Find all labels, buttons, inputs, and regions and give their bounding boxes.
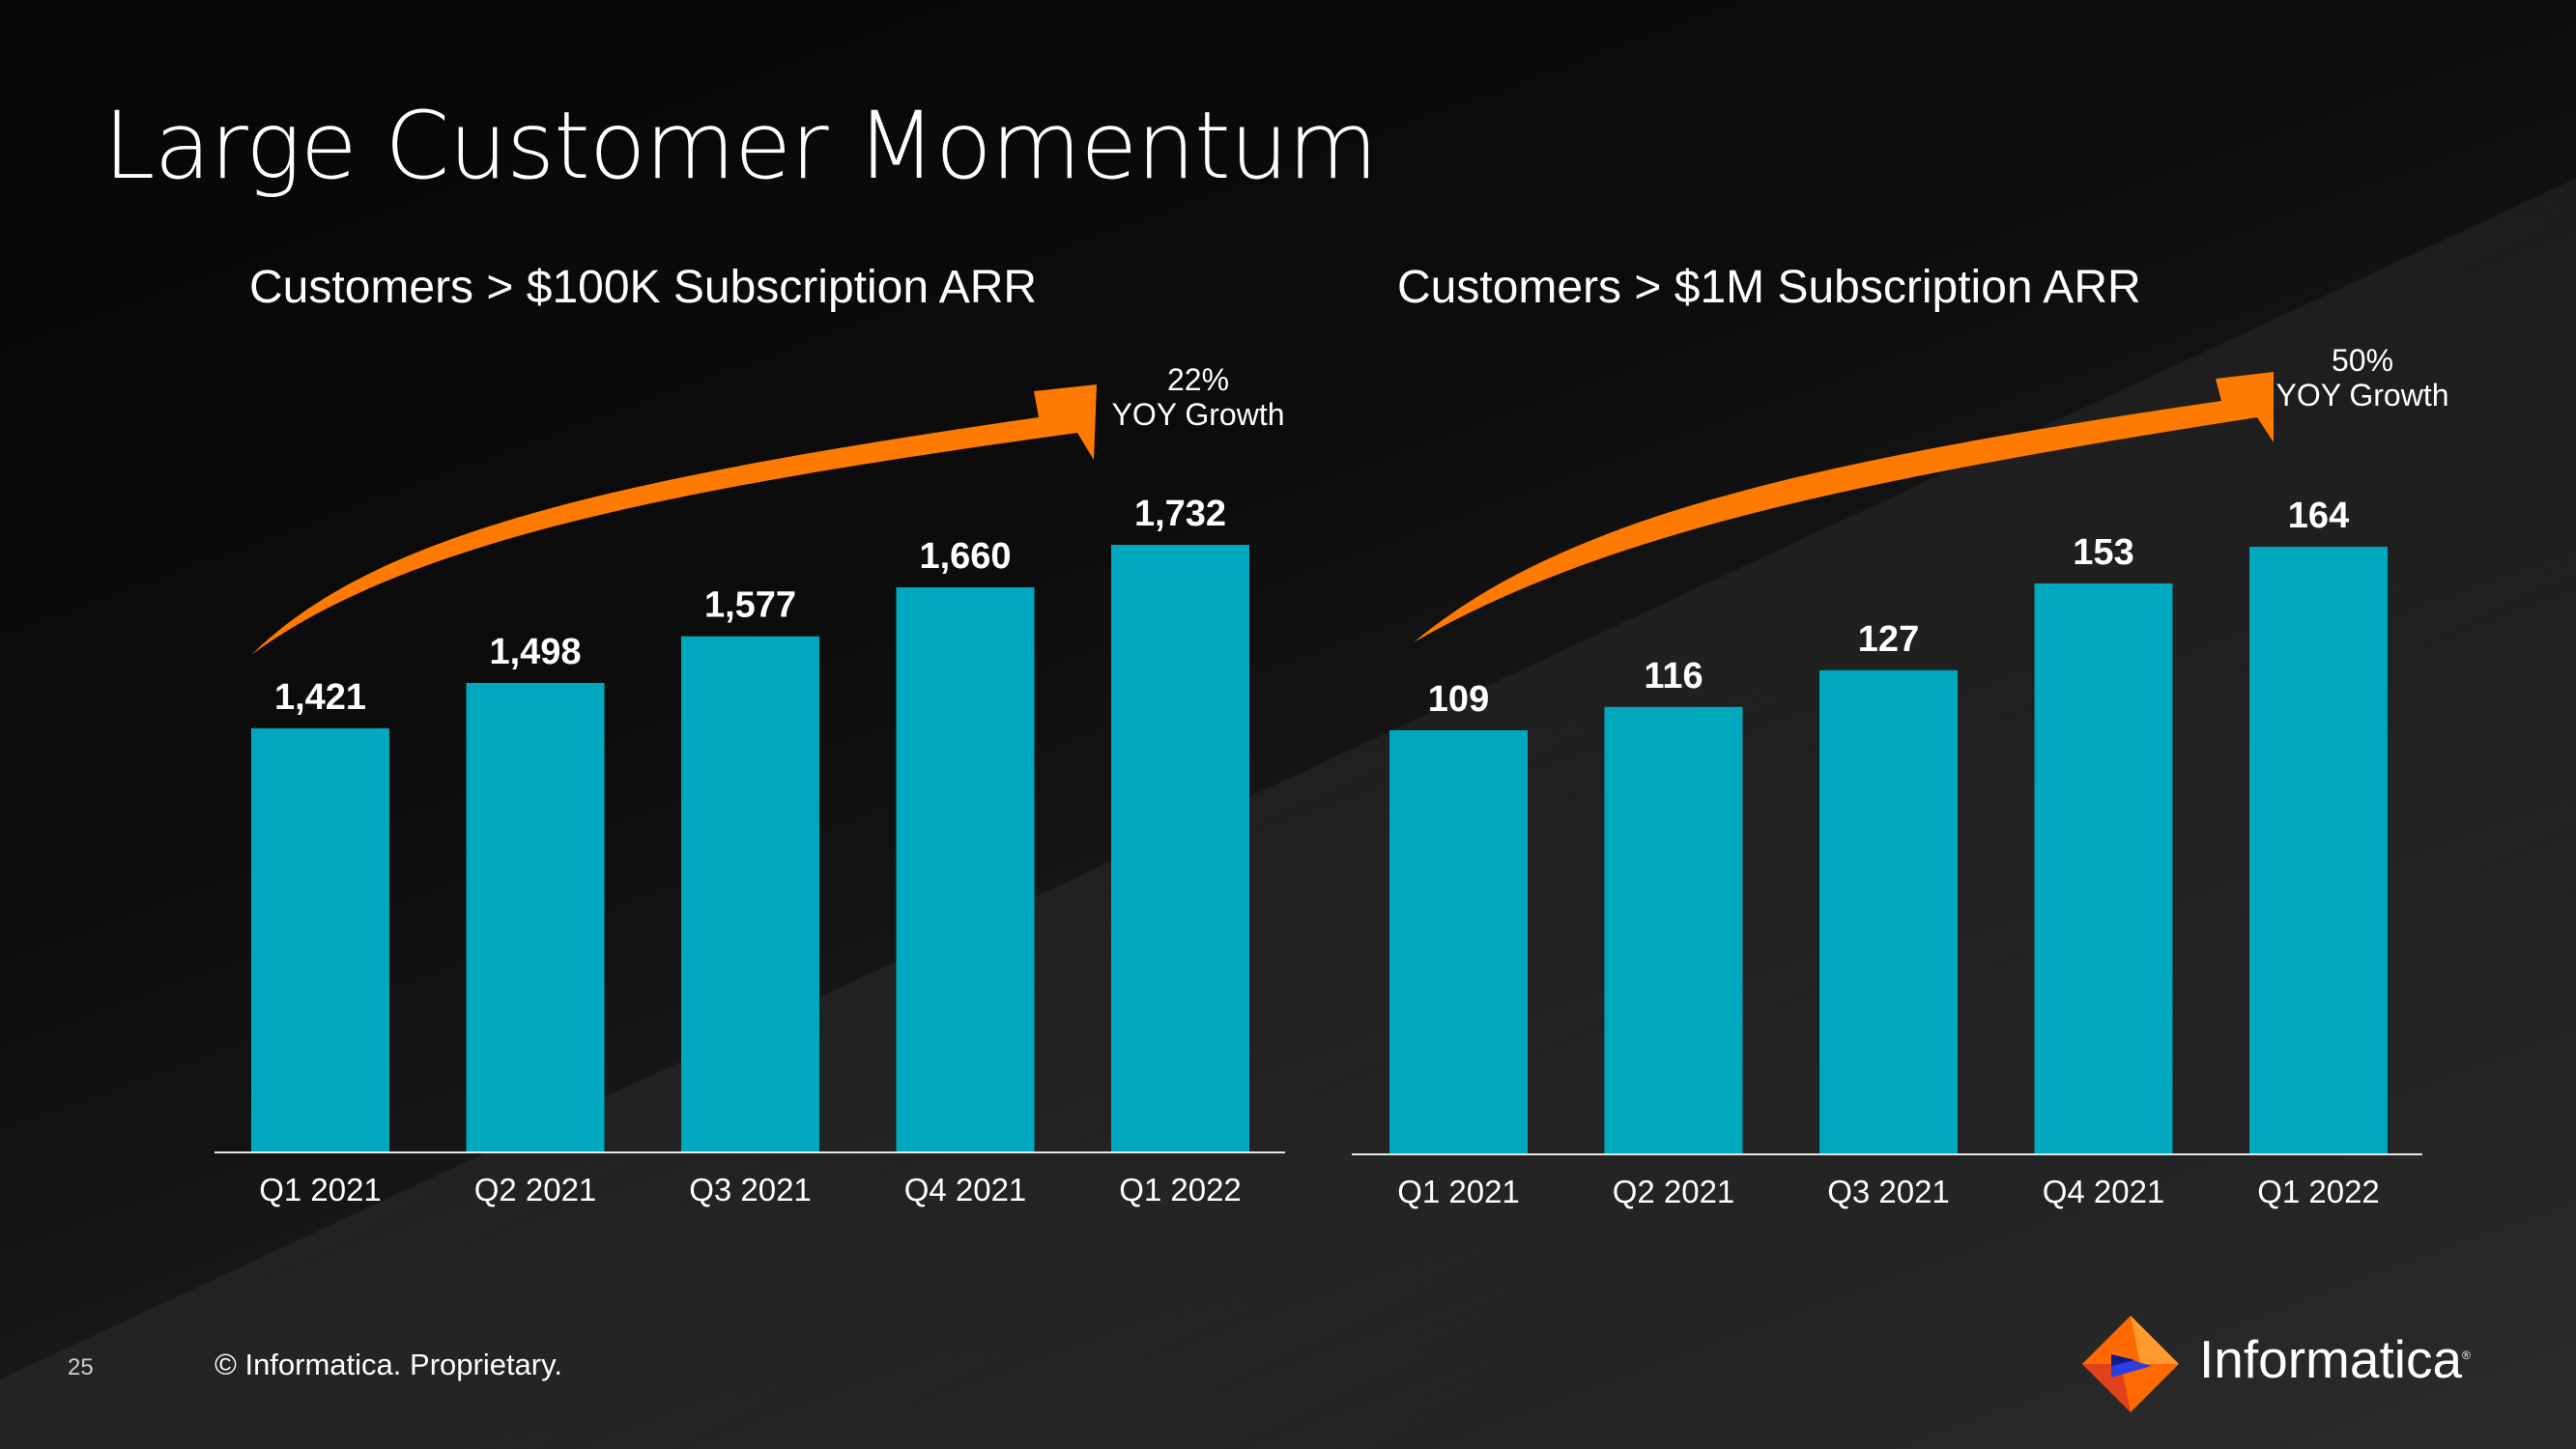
bar-q1-2021 [1389, 730, 1528, 1153]
chart-title: Customers > $100K Subscription ARR [249, 262, 1038, 313]
bar-q4-2021 [896, 586, 1035, 1151]
chart-title: Customers > $1M Subscription ARR [1397, 262, 2141, 313]
data-label: 116 [1644, 656, 1703, 696]
data-label: 1,577 [704, 585, 796, 626]
growth-arrow [251, 384, 1097, 655]
data-label: 1,498 [489, 632, 581, 672]
x-tick-label: Q1 2021 [259, 1172, 382, 1208]
data-label: 1,660 [919, 536, 1011, 577]
slide-title: Large Customer Momentum [103, 92, 1378, 200]
x-tick-label: Q4 2021 [2043, 1174, 2165, 1209]
bar-q2-2021 [1604, 706, 1743, 1153]
bar-q1-2022 [1111, 545, 1249, 1151]
data-label: 1,421 [274, 677, 366, 718]
data-label: 153 [2073, 532, 2133, 573]
growth-label: YOY Growth [2275, 378, 2449, 412]
bar-q3-2021 [681, 636, 819, 1151]
bar-q1-2021 [251, 728, 389, 1151]
growth-percent: 50% [2331, 343, 2394, 378]
registered-mark: ® [2462, 1349, 2471, 1362]
bar-q1-2022 [2249, 547, 2388, 1153]
bar-q3-2021 [1819, 669, 1958, 1153]
x-tick-label: Q2 2021 [474, 1172, 597, 1208]
page-number: 25 [68, 1354, 94, 1380]
x-tick-label: Q4 2021 [904, 1172, 1027, 1208]
data-label: 1,732 [1134, 494, 1226, 534]
x-tick-label: Q1 2022 [2257, 1174, 2380, 1209]
x-tick-label: Q1 2021 [1397, 1174, 1520, 1209]
copyright-notice: © Informatica. Proprietary. [215, 1348, 562, 1381]
bar-chart-1m: 109 Q1 2021 116 Q2 2021 127 Q3 2021 153 Q4 2021… [1352, 372, 2422, 1209]
data-label: 127 [1858, 619, 1919, 660]
bar-q2-2021 [466, 682, 605, 1151]
growth-arrow [1414, 372, 2274, 642]
x-tick-label: Q3 2021 [1827, 1174, 1950, 1209]
growth-annotation: 22% YOY Growth [1092, 362, 1304, 432]
growth-label: YOY Growth [1111, 397, 1285, 432]
bar-chart-100k: 1,421 Q1 2021 1,498 Q2 2021 1,577 Q3 2021 1,66… [215, 384, 1285, 1208]
informatica-logo-icon [2082, 1316, 2179, 1412]
growth-annotation: 50% YOY Growth [2256, 343, 2469, 412]
x-tick-label: Q1 2022 [1119, 1172, 1242, 1208]
bar-q4-2021 [2034, 583, 2173, 1153]
data-label: 109 [1428, 679, 1489, 720]
data-label: 164 [2288, 496, 2349, 536]
x-tick-label: Q2 2021 [1613, 1174, 1735, 1209]
growth-percent: 22% [1166, 362, 1230, 397]
logo-wordmark: Informatica [2199, 1329, 2463, 1389]
chart-panel-1m: Customers > $1M Subscription ARR 109 Q1 2… [1288, 0, 2576, 1285]
x-tick-label: Q3 2021 [689, 1172, 812, 1208]
chart-panel-100k: Customers > $100K Subscription ARR 1,421… [0, 0, 1288, 1285]
